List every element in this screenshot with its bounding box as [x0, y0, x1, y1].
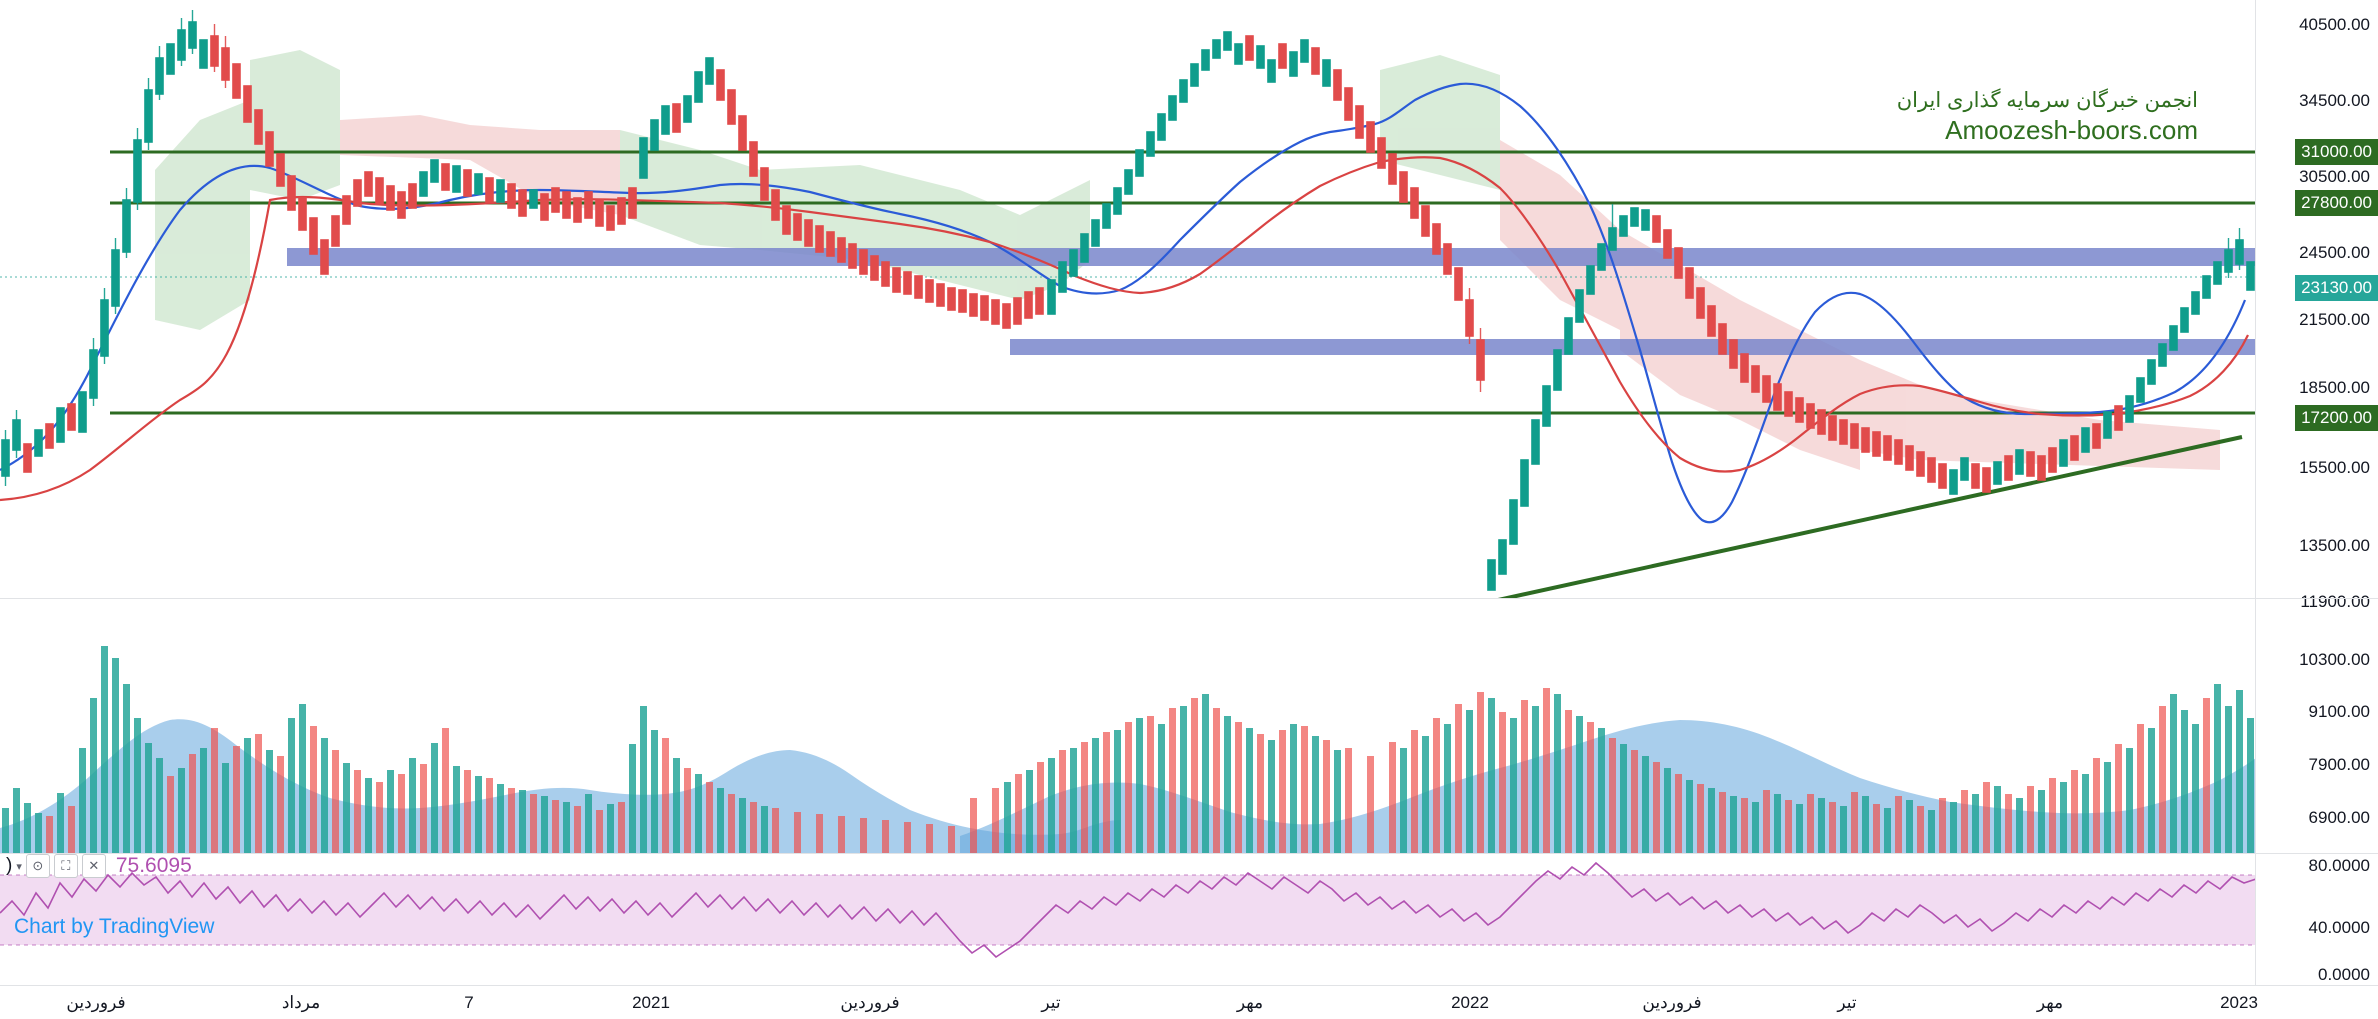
time-tick: فروردین — [840, 993, 900, 1012]
price-candles — [1, 21, 2255, 591]
time-tick: 7 — [464, 993, 474, 1012]
fullscreen-icon[interactable]: ⛶ — [53, 854, 78, 878]
hide-icon[interactable]: ✕ — [81, 854, 106, 878]
price-tick: 24500.00 — [2299, 243, 2370, 262]
osc-tick: 0.0000 — [2318, 965, 2370, 984]
price-tick: 15500.00 — [2299, 458, 2370, 477]
osc-tick: 40.0000 — [2308, 918, 2370, 937]
chevron-down-icon[interactable]: ▾ — [16, 860, 22, 873]
price-badge-resistance-31000: 31000.00 — [2295, 139, 2378, 165]
time-axis[interactable]: فروردین مرداد 7 2021 فروردین تیر مهر 202… — [0, 985, 2378, 1019]
time-tick: تیر — [1041, 993, 1061, 1012]
oscillator-band — [0, 875, 2256, 945]
price-tick: 9100.00 — [2308, 702, 2370, 721]
supply-zone-lower — [1010, 339, 2256, 355]
price-tick: 7900.00 — [2308, 755, 2370, 774]
watermark: انجمن خبرگان سرمایه گذاری ایران Amoozesh… — [1897, 88, 2198, 147]
price-tick: 21500.00 — [2299, 310, 2370, 329]
osc-tick: 80.0000 — [2308, 856, 2370, 875]
watermark-line2: Amoozesh-boors.com — [1945, 115, 2198, 146]
pane-divider-oscillator — [0, 853, 2378, 854]
time-tick: فروردین — [1642, 993, 1702, 1012]
volume-chart-svg — [0, 646, 2256, 853]
rsi-line — [0, 861, 2256, 959]
volume-pane[interactable] — [0, 598, 2256, 853]
price-badge-last: 23130.00 — [2295, 275, 2378, 301]
price-tick: 18500.00 — [2299, 378, 2370, 397]
axis-separator — [2256, 853, 2378, 854]
price-badge-resistance-27800: 27800.00 — [2295, 190, 2378, 216]
price-pane[interactable] — [0, 0, 2256, 598]
oscillator-value: 75.6095 — [115, 854, 192, 877]
candle-wicks — [4, 10, 2241, 486]
time-tick: 2022 — [1451, 993, 1489, 1012]
price-chart-svg — [0, 10, 2256, 598]
price-tick: 11900.00 — [2300, 592, 2370, 611]
time-tick: تیر — [1837, 993, 1857, 1012]
time-tick: 2021 — [632, 993, 670, 1012]
axis-separator — [2256, 598, 2378, 599]
pane-divider-volume — [0, 598, 2378, 599]
tradingview-credit[interactable]: Chart by TradingView — [14, 915, 215, 938]
oscillator-chart-svg — [0, 861, 2256, 959]
oscillator-title: ) — [6, 855, 13, 876]
price-tick: 30500.00 — [2299, 167, 2370, 186]
oscillator-legend[interactable]: ) ▾ ⊙ ⛶ ✕ 75.6095 — [6, 854, 192, 878]
price-tick: 40500.00 — [2299, 15, 2370, 34]
price-tick: 13500.00 — [2299, 536, 2370, 555]
trendline-ascending — [1497, 435, 2243, 598]
price-tick: 34500.00 — [2299, 91, 2370, 110]
time-tick: مهر — [2036, 993, 2064, 1012]
supply-zone-upper — [287, 248, 2256, 266]
price-tick: 10300.00 — [2299, 650, 2370, 669]
price-tick: 6900.00 — [2308, 808, 2370, 827]
oscillator-pane[interactable] — [0, 853, 2256, 985]
ma-fast-line — [0, 82, 2247, 524]
price-axis[interactable]: 40500.00 34500.00 30500.00 24500.00 2150… — [2255, 0, 2378, 985]
time-tick: مهر — [1236, 993, 1264, 1012]
volume-bars — [2, 646, 2254, 853]
time-tick: فروردین — [66, 993, 126, 1012]
settings-icon[interactable]: ⊙ — [25, 854, 50, 878]
price-badge-support-17200: 17200.00 — [2295, 405, 2378, 431]
time-tick: مرداد — [281, 993, 321, 1012]
time-tick: 2023 — [2220, 993, 2258, 1012]
watermark-line1: انجمن خبرگان سرمایه گذاری ایران — [1896, 89, 2198, 112]
